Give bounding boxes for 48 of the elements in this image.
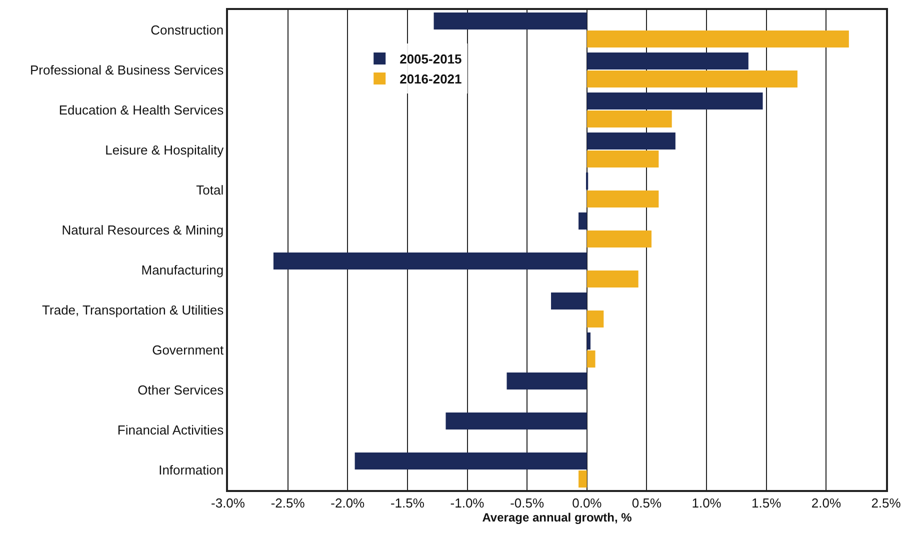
y-tick-label: Education & Health Services — [58, 102, 224, 118]
bar — [586, 30, 849, 48]
bar — [586, 92, 763, 110]
x-tick-label: 0.5% — [632, 495, 662, 510]
y-tick-label: Financial Activities — [117, 422, 224, 438]
y-tick-label: Government — [152, 342, 224, 358]
y-tick-label: Information — [158, 462, 224, 478]
bar — [586, 230, 652, 248]
x-tick-label: -1.0% — [450, 495, 485, 510]
x-tick-label: 2.0% — [811, 495, 842, 510]
x-tick-label: -1.5% — [390, 495, 425, 510]
bar — [446, 412, 587, 430]
bar — [586, 132, 676, 150]
x-tick-label: 1.5% — [752, 495, 782, 510]
x-tick-label: -3.0% — [211, 495, 246, 510]
bar — [578, 212, 587, 230]
x-tick-label: 1.0% — [692, 495, 722, 510]
bar — [586, 332, 590, 350]
bar — [506, 372, 587, 390]
bar — [586, 110, 672, 128]
bar — [586, 350, 596, 368]
bar — [586, 190, 659, 208]
y-tick-label: Other Services — [138, 382, 224, 398]
x-tick-label: 2.5% — [871, 495, 902, 510]
x-axis-title: Average annual growth, % — [482, 510, 632, 525]
y-tick-label: Leisure & Hospitality — [105, 142, 224, 158]
x-tick-label: 0.0% — [572, 495, 602, 510]
legend-label: 2005-2015 — [400, 52, 462, 67]
bar — [586, 150, 659, 168]
y-tick-label: Professional & Business Services — [30, 62, 224, 78]
x-tick-label: -2.0% — [330, 495, 366, 510]
bar — [578, 470, 587, 488]
bar — [586, 310, 604, 328]
y-tick-label: Trade, Transportation & Utilities — [42, 302, 224, 318]
bar — [434, 12, 587, 30]
bar — [273, 252, 587, 270]
legend-label: 2016-2021 — [400, 72, 462, 87]
bar — [586, 52, 748, 70]
bar — [354, 452, 587, 470]
y-tick-label: Manufacturing — [141, 262, 224, 278]
y-tick-label: Natural Resources & Mining — [62, 222, 224, 238]
x-tick-label: -2.5% — [270, 495, 306, 510]
bar — [586, 270, 638, 288]
bar — [551, 292, 587, 310]
bar — [586, 70, 798, 88]
y-tick-label: Construction — [150, 22, 224, 38]
x-tick-label: -0.5% — [510, 495, 545, 510]
y-tick-label: Total — [196, 182, 224, 198]
